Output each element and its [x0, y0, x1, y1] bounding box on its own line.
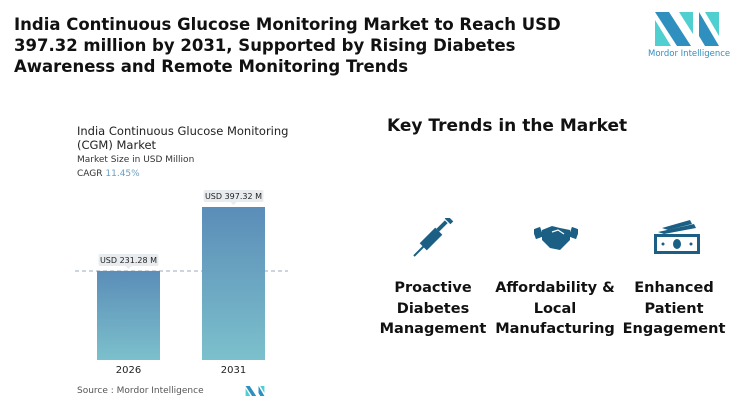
data-label-pointer	[125, 265, 132, 269]
bar-2031	[202, 207, 265, 360]
chart-subtitle: Market Size in USD Million	[77, 155, 195, 165]
trends-heading: Key Trends in the Market	[387, 116, 628, 136]
chart-cagr: CAGR 11.45%	[77, 169, 140, 179]
data-label-pointer	[230, 202, 237, 205]
trend-enhanced-patient-engagement: Enhanced Patient Engagement	[622, 280, 726, 337]
chart-source: Source : Mordor Intelligence	[77, 386, 204, 396]
handshake-icon	[534, 226, 578, 250]
bar-2026	[97, 270, 160, 360]
cagr-label: CAGR	[77, 169, 103, 179]
x-tick-label: 2031	[221, 365, 246, 376]
cagr-value: 11.45%	[105, 169, 140, 179]
page-title: India Continuous Glucose Monitoring Mark…	[14, 15, 561, 76]
data-label: USD 231.28 M	[100, 256, 157, 265]
source-logo-icon	[245, 386, 265, 396]
data-label: USD 397.32 M	[205, 192, 262, 201]
chart-title: India Continuous Glucose Monitoring (CGM…	[77, 124, 289, 152]
trend-affordability-local-manufacturing: Affordability & Local Manufacturing	[495, 280, 615, 337]
trend-proactive-diabetes-management: Proactive Diabetes Management	[379, 280, 487, 337]
syringe-icon	[413, 218, 454, 257]
x-tick-label: 2026	[116, 365, 141, 376]
mordor-logo	[655, 12, 719, 46]
data-label-bg	[203, 190, 264, 202]
logo-text: Mordor Intelligence	[648, 49, 731, 59]
money-icon	[654, 220, 700, 254]
data-label-bg	[98, 253, 159, 266]
bar-chart: USD 231.28 M 2026 USD 397.32 M 2031	[75, 190, 288, 376]
